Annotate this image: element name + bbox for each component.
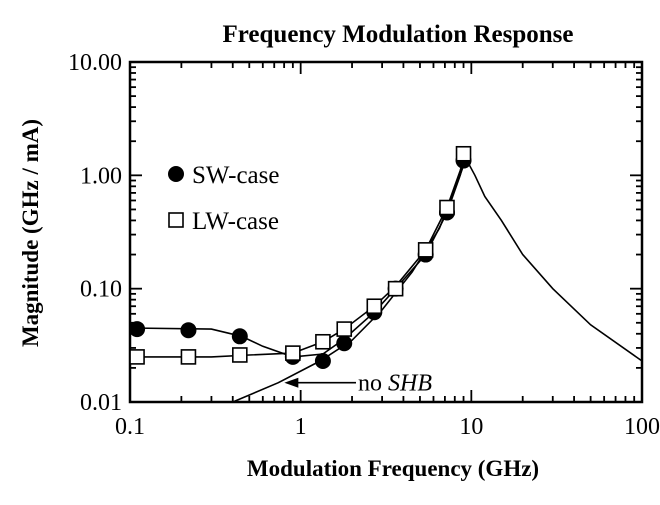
y-tick-label: 10.00 (68, 50, 122, 76)
point-sw-case (314, 353, 331, 370)
x-tick-label: 0.1 (115, 414, 145, 440)
x-tick-label: 1 (295, 414, 307, 440)
point-lw-case (387, 280, 404, 297)
series-line-1 (130, 153, 466, 358)
annotation-label-word: no (358, 371, 388, 397)
series-line-0 (130, 156, 466, 358)
point-lw-case (285, 345, 301, 361)
point-lw-case (336, 321, 353, 337)
y-axis-label: Magnitude (GHz / mA) (18, 119, 43, 347)
x-axis-label: Modulation Frequency (GHz) (247, 456, 539, 481)
legend-marker-1 (168, 212, 184, 228)
point-sw-case (129, 321, 146, 338)
point-lw-case (129, 349, 145, 365)
y-tick-label: 0.01 (80, 390, 122, 416)
point-lw-case (417, 242, 434, 258)
legend-marker-0 (168, 166, 184, 182)
x-tick-label: 100 (624, 414, 660, 440)
y-tick-label: 1.00 (80, 163, 122, 189)
point-sw-case (336, 335, 353, 352)
point-lw-case (180, 349, 197, 365)
plot-area: 0.1 1 10 100 0.01 0.10 1.00 10.00 SW-case LW-case… (68, 50, 660, 440)
point-lw-case (315, 333, 331, 350)
point-sw-case (231, 328, 248, 345)
point-lw-case (439, 199, 455, 216)
legend-label-1: LW-case (192, 208, 279, 235)
point-lw-case (232, 347, 248, 363)
chart-title: Frequency Modulation Response (223, 21, 574, 48)
legend-label-0: SW-case (192, 162, 279, 189)
point-lw-case (366, 298, 383, 315)
plot-frame (128, 60, 644, 404)
annotation-label: no SHB (358, 371, 432, 397)
x-tick-label: 10 (459, 414, 483, 440)
annotation-label-italic: SHB (388, 371, 432, 397)
annotation-arrow-head (284, 377, 299, 388)
point-sw-case (180, 322, 197, 339)
y-tick-label: 0.10 (80, 277, 122, 303)
series-line-2 (232, 156, 642, 402)
point-lw-case (455, 145, 472, 162)
curve-group (130, 153, 642, 402)
